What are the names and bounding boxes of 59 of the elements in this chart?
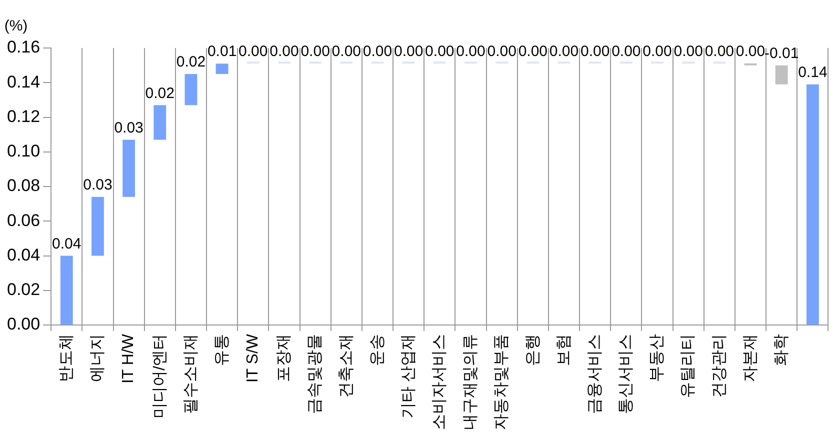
y-tick-label: 0.04 (6, 245, 40, 264)
data-label: 0.00 (674, 43, 703, 60)
data-label: 0.01 (207, 43, 237, 60)
data-label: 0.00 (580, 43, 610, 60)
y-tick-label: 0.16 (6, 38, 40, 57)
data-label: 0.00 (362, 43, 392, 60)
x-tick-label: 부동산 (648, 334, 666, 382)
data-label: 0.00 (704, 43, 734, 60)
x-tick-label: 포장재 (276, 334, 293, 382)
y-tick-label: 0.10 (6, 142, 40, 161)
x-tick-label: 필수소비재 (182, 334, 200, 414)
data-label: 0.00 (736, 43, 766, 60)
x-tick-label: 금융서비스 (586, 334, 604, 414)
y-tick-label: 0.06 (6, 210, 40, 230)
x-tick-label: 화학 (773, 334, 790, 366)
data-label: 0.00 (394, 43, 424, 60)
x-tick-label: 미디어/엔터 (151, 334, 168, 418)
data-label: 0.00 (425, 43, 454, 60)
y-axis-title: (%) (4, 18, 28, 35)
data-label: 0.00 (332, 43, 361, 60)
data-label: 0.00 (238, 43, 268, 60)
x-tick-label: 기타 산업재 (400, 334, 417, 418)
x-tick-label: 소비자서비스 (431, 334, 448, 430)
x-tick-label: 건축소재 (338, 334, 355, 398)
data-label: 0.02 (145, 84, 174, 102)
data-label: 0.02 (176, 54, 206, 71)
data-label: 0.00 (612, 43, 641, 60)
x-tick-label: 자동차및부품 (493, 334, 510, 430)
x-tick-label: 자본재 (742, 334, 759, 382)
x-tick-label: IT S/W (244, 333, 262, 383)
x-tick-label: 운송 (368, 334, 386, 366)
x-tick-label: 반도체 (58, 334, 76, 382)
x-tick-label: 은행 (524, 334, 542, 366)
data-label: 0.00 (518, 43, 548, 60)
x-tick-label: 내구재및의류 (462, 334, 480, 430)
y-tick-label: 0.08 (6, 176, 40, 196)
data-label: -0.01 (764, 44, 799, 62)
data-label: 0.00 (487, 43, 516, 60)
data-label: 0.00 (549, 43, 579, 60)
y-tick-label: 0.00 (6, 314, 40, 334)
data-label: 0.04 (52, 235, 82, 252)
y-tick-label: 0.12 (6, 106, 40, 126)
x-tick-label: 건강관리 (710, 334, 728, 398)
x-tick-label: 금속및광물 (306, 334, 324, 414)
x-tick-label: 유통 (213, 334, 230, 366)
data-label: 0.03 (83, 176, 112, 194)
data-label: 0.03 (114, 119, 144, 136)
data-label: 0.00 (642, 43, 672, 60)
data-label: 0.00 (456, 43, 486, 60)
y-tick-label: 0.14 (6, 72, 40, 92)
x-tick-label: IT H/W (120, 333, 138, 384)
data-label: 0.00 (300, 43, 330, 60)
data-label: 0.14 (798, 64, 828, 81)
x-tick-label: 통신서비스 (618, 334, 635, 414)
data-label: 0.00 (270, 43, 299, 60)
x-tick-label: 에너지 (89, 334, 106, 382)
y-tick-label: 0.02 (6, 280, 40, 300)
x-tick-label: 유틸리티 (680, 334, 697, 398)
x-tick-label: 보험 (555, 334, 572, 366)
